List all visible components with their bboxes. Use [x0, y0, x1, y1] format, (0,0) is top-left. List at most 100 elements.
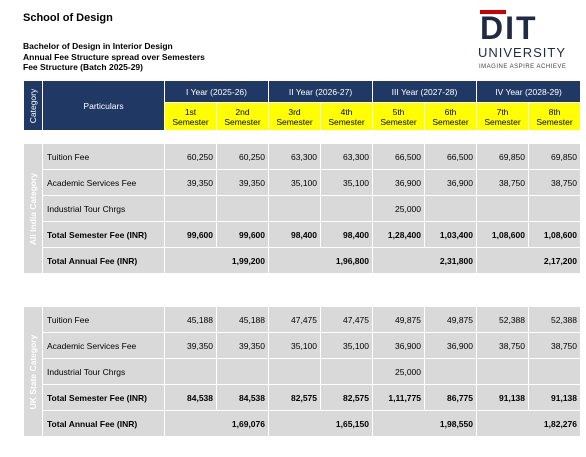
fee-cell: 82,575 [320, 384, 373, 411]
fee-cell: 98,400 [268, 221, 321, 248]
year-header: II Year (2026-27) [267, 80, 374, 103]
fee-cell [320, 195, 373, 222]
fee-cell: 63,300 [320, 143, 373, 170]
fee-cell: 66,500 [372, 143, 425, 170]
fee-cell [164, 358, 217, 385]
row-label: Total Annual Fee (INR) [42, 410, 165, 437]
fee-cell: 1,11,775 [372, 384, 425, 411]
fee-cell: 36,900 [372, 169, 425, 196]
uk-state-section: UK State Category Tuition Fee 45,188 45,188… [23, 306, 581, 437]
fee-cell: 35,100 [320, 169, 373, 196]
fee-cell: 63,300 [268, 143, 321, 170]
fee-cell: 69,850 [476, 143, 529, 170]
row-label: Total Annual Fee (INR) [42, 247, 165, 274]
logo-university-text: UNIVERSITY [478, 45, 567, 60]
fee-cell: 1,08,600 [528, 221, 581, 248]
fee-cell: 39,350 [216, 169, 269, 196]
year-header: III Year (2027-28) [372, 80, 478, 103]
fee-cell: 25,000 [372, 358, 425, 385]
fee-row: Academic Services Fee 39,350 39,350 35,100 3… [24, 332, 581, 359]
fee-cell [164, 195, 217, 222]
fee-row: Total Semester Fee (INR) 84,538 84,538 82,5… [24, 384, 581, 411]
fee-cell [216, 195, 269, 222]
fee-cell: 66,500 [424, 143, 477, 170]
fee-cell: 91,138 [528, 384, 581, 411]
fee-cell [476, 195, 529, 222]
annual-fee-cell: 1,65,150 [268, 410, 373, 437]
fee-cell: 35,100 [268, 332, 321, 359]
particulars-header: Particulars [42, 80, 165, 131]
fee-cell: 38,750 [528, 332, 581, 359]
logo-wordmark: DIT [480, 10, 538, 46]
fee-cell: 1,28,400 [372, 221, 425, 248]
fee-cell: 99,600 [164, 221, 217, 248]
fee-cell: 36,900 [424, 332, 477, 359]
program-info: Bachelor of Design in Interior Design An… [23, 41, 205, 73]
fee-cell: 45,188 [164, 306, 217, 333]
fee-cell: 36,900 [372, 332, 425, 359]
fee-cell [320, 358, 373, 385]
fee-cell: 98,400 [320, 221, 373, 248]
fee-cell: 84,538 [164, 384, 217, 411]
fee-cell [528, 195, 581, 222]
annual-fee-cell: 1,69,076 [164, 410, 269, 437]
fee-cell: 36,900 [424, 169, 477, 196]
fee-row: UK State Category Tuition Fee 45,188 45,188… [23, 306, 581, 437]
fee-cell: 52,388 [528, 306, 581, 333]
batch-label: Fee Structure (Batch 2025-29) [23, 62, 143, 72]
fee-cell: 49,875 [372, 306, 425, 333]
annual-fee-cell: 1,82,276 [476, 410, 581, 437]
fee-cell: 69,850 [528, 143, 581, 170]
fee-cell: 47,475 [268, 306, 321, 333]
semester-header: 6th Semester [424, 102, 478, 131]
annual-total-row: Total Annual Fee (INR) 1,99,200 1,96,800 2,… [24, 247, 581, 274]
fee-cell: 60,250 [164, 143, 217, 170]
annual-total-row: Total Annual Fee (INR) 1,69,076 1,65,150 1,… [24, 410, 581, 437]
annual-fee-cell: 2,31,800 [372, 247, 477, 274]
annual-fee-cell: 1,96,800 [268, 247, 373, 274]
fee-cell: 39,350 [164, 169, 217, 196]
fee-cell: 84,538 [216, 384, 269, 411]
year-header: IV Year (2028-29) [476, 80, 582, 103]
fee-row: Industrial Tour Chrgs 25,000 [24, 358, 581, 385]
row-label: Total Semester Fee (INR) [42, 384, 165, 411]
fee-cell: 1,08,600 [476, 221, 529, 248]
fee-cell: 52,388 [476, 306, 529, 333]
row-label: Industrial Tour Chrgs [42, 195, 165, 222]
school-title: School of Design [23, 12, 113, 24]
row-label: Academic Services Fee [42, 169, 165, 196]
fee-cell [424, 358, 477, 385]
fee-cell: 82,575 [268, 384, 321, 411]
annual-fee-cell: 1,99,200 [164, 247, 269, 274]
fee-cell: 91,138 [476, 384, 529, 411]
fee-row: Industrial Tour Chrgs 25,000 [24, 195, 581, 222]
category-label: UK State Category [23, 306, 43, 437]
fee-cell: 35,100 [320, 332, 373, 359]
fee-table-header: Category Particulars I Year (2025-26) II… [23, 80, 582, 131]
fee-cell: 39,350 [164, 332, 217, 359]
fee-row: All India Category Tuition Fee 60,250 60,25… [23, 143, 581, 274]
fee-cell: 47,475 [320, 306, 373, 333]
semester-header: 2nd Semester [216, 102, 269, 131]
fee-cell: 35,100 [268, 169, 321, 196]
fee-cell [528, 358, 581, 385]
annual-fee-cell: 2,17,200 [476, 247, 581, 274]
semester-header: 7th Semester [476, 102, 530, 131]
fee-cell: 38,750 [528, 169, 581, 196]
fee-cell [268, 358, 321, 385]
fee-cell [216, 358, 269, 385]
row-label: Academic Services Fee [42, 332, 165, 359]
row-label: Tuition Fee [42, 306, 165, 333]
semester-header: 4th Semester [319, 102, 374, 131]
fee-cell: 86,775 [424, 384, 477, 411]
row-label: Tuition Fee [42, 143, 165, 170]
fee-cell [268, 195, 321, 222]
all-india-section: All India Category Tuition Fee 60,250 60,25… [23, 143, 581, 274]
semester-header: 1st Semester [164, 102, 217, 131]
fee-row: Total Semester Fee (INR) 99,600 99,600 98,4… [24, 221, 581, 248]
semester-header: 5th Semester [372, 102, 426, 131]
logo-tagline: IMAGINE ASPIRE ACHIEVE [479, 64, 567, 70]
category-label: All India Category [23, 143, 43, 274]
logo-accent [480, 10, 506, 14]
semester-header: 8th Semester [528, 102, 582, 131]
